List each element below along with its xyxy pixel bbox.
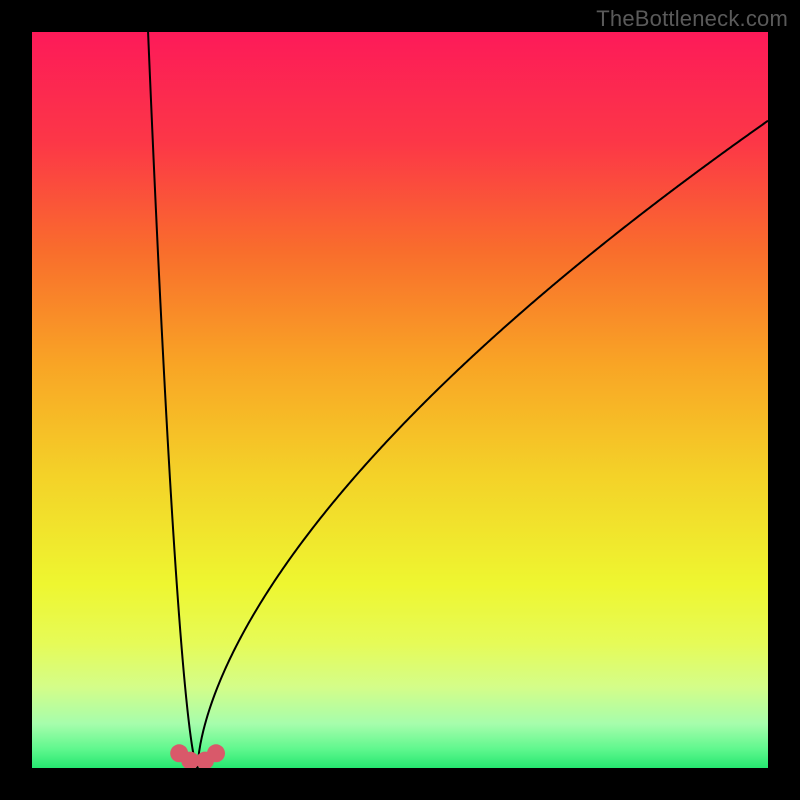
plot-area [32, 32, 768, 768]
chart-frame: TheBottleneck.com [0, 0, 800, 800]
watermark-text: TheBottleneck.com [596, 6, 788, 32]
bottleneck-marker [207, 744, 225, 762]
plot-svg [32, 32, 768, 768]
gradient-background [32, 32, 768, 768]
